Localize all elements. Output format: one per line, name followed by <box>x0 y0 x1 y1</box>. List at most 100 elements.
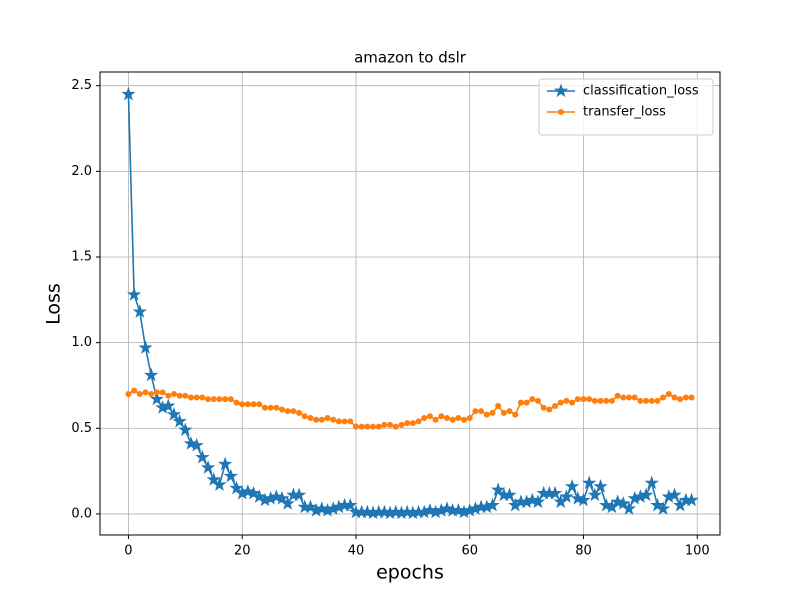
marker <box>284 408 291 415</box>
marker <box>274 490 290 505</box>
marker <box>574 396 581 403</box>
marker <box>569 399 576 406</box>
y-tick-label: 2.5 <box>71 78 92 93</box>
marker <box>233 399 240 406</box>
y-tick-label: 0.5 <box>71 421 92 436</box>
marker <box>517 399 524 406</box>
marker <box>682 394 689 401</box>
legend-marker <box>553 83 569 98</box>
marker <box>136 391 143 398</box>
y-tick-label: 1.5 <box>71 249 92 264</box>
marker <box>138 340 153 354</box>
marker <box>398 421 405 428</box>
marker <box>432 416 439 423</box>
series <box>121 86 699 520</box>
marker <box>667 487 682 502</box>
marker <box>165 392 172 399</box>
x-tick-label: 40 <box>348 544 365 559</box>
marker <box>500 409 507 416</box>
x-tick-label: 0 <box>124 544 132 559</box>
marker <box>205 396 212 403</box>
marker <box>530 494 546 509</box>
marker <box>166 407 182 421</box>
chart-title: amazon to dslr <box>354 49 467 67</box>
marker <box>638 487 654 502</box>
marker <box>121 86 136 101</box>
marker <box>466 415 473 422</box>
marker <box>126 287 142 301</box>
marker <box>587 487 603 502</box>
plot-frame <box>99 71 721 536</box>
marker <box>582 475 597 490</box>
x-axis-label: epochs <box>376 562 444 584</box>
marker <box>381 421 388 428</box>
marker <box>671 394 678 401</box>
marker <box>546 406 553 413</box>
marker <box>227 396 234 403</box>
marker <box>472 408 479 415</box>
marker <box>631 394 638 401</box>
marker <box>643 397 650 404</box>
marker <box>426 413 433 420</box>
marker <box>341 418 348 425</box>
marker <box>273 404 280 411</box>
marker <box>182 392 189 399</box>
marker <box>559 489 574 503</box>
marker <box>161 398 176 413</box>
marker <box>443 415 450 422</box>
marker <box>217 456 233 471</box>
marker <box>303 499 318 514</box>
marker <box>246 485 261 500</box>
y-tick-label: 0.0 <box>71 506 92 521</box>
marker <box>239 401 246 408</box>
marker <box>347 418 354 425</box>
y-tick-label: 1.0 <box>71 335 92 350</box>
marker <box>648 397 655 404</box>
marker <box>313 416 320 423</box>
marker <box>576 492 591 507</box>
marker <box>485 497 500 512</box>
marker <box>222 396 229 403</box>
marker <box>637 397 644 404</box>
marker <box>684 492 699 507</box>
marker <box>547 485 563 500</box>
marker <box>364 423 371 430</box>
marker <box>170 391 177 398</box>
marker <box>172 413 187 428</box>
y-tick-label: 2.0 <box>71 164 92 179</box>
marker <box>688 394 695 401</box>
marker <box>655 501 671 515</box>
legend-marker <box>558 109 564 115</box>
marker <box>290 408 297 415</box>
marker <box>144 367 159 382</box>
marker <box>280 496 295 510</box>
marker <box>343 497 358 512</box>
legend-box <box>538 78 714 136</box>
legend: classification_loss transfer_loss <box>538 78 714 136</box>
marker <box>421 415 428 422</box>
marker <box>563 397 570 404</box>
x-tick-label: 20 <box>234 544 251 559</box>
marker <box>307 415 314 422</box>
marker <box>614 392 621 399</box>
marker <box>438 413 445 420</box>
marker <box>644 475 659 490</box>
marker <box>212 477 227 491</box>
marker <box>591 397 598 404</box>
marker <box>318 416 325 423</box>
marker <box>200 460 216 474</box>
marker <box>206 472 221 486</box>
marker <box>153 389 160 396</box>
marker <box>586 396 593 403</box>
marker <box>564 478 580 493</box>
marker <box>148 391 155 398</box>
x-tick-label: 80 <box>575 544 592 559</box>
marker <box>176 392 183 399</box>
marker <box>495 403 502 410</box>
marker <box>324 415 331 422</box>
marker <box>261 404 268 411</box>
marker <box>580 396 587 403</box>
marker <box>597 397 604 404</box>
marker <box>267 404 274 411</box>
marker <box>358 423 365 430</box>
